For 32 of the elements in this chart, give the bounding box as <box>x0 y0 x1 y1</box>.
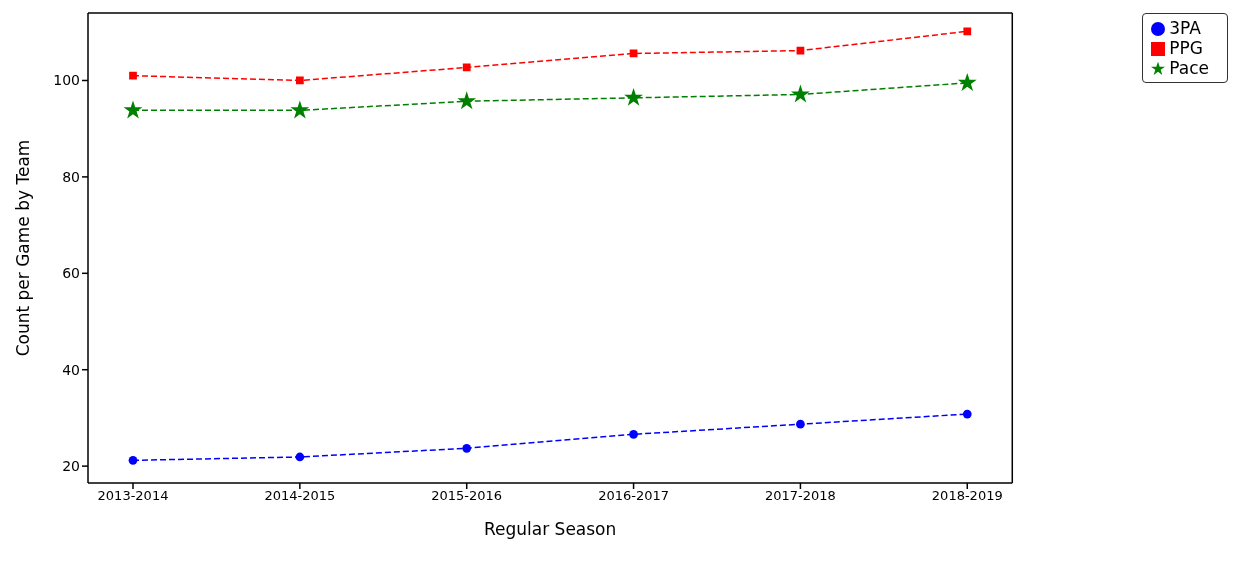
point <box>457 91 477 110</box>
point <box>129 71 137 80</box>
y-axis-title: Count per Game by Team <box>13 139 34 357</box>
legend-label: 3PA <box>1169 18 1201 38</box>
point <box>295 452 305 462</box>
point <box>624 87 643 106</box>
x-tick-label: 2015-2016 <box>431 488 503 504</box>
y-tick-label: 60 <box>62 265 80 282</box>
point <box>629 429 638 439</box>
point <box>962 409 972 419</box>
point <box>796 419 805 429</box>
x-tick-label: 2014-2015 <box>264 488 336 504</box>
point <box>290 100 310 119</box>
point <box>123 100 143 119</box>
x-axis-title: Regular Season <box>483 519 617 539</box>
y-tick-label: 80 <box>62 168 80 185</box>
x-tick-label: 2016-2017 <box>598 488 669 504</box>
point <box>295 76 304 85</box>
point <box>957 73 977 91</box>
point <box>128 455 138 465</box>
y-tick-label: 20 <box>62 458 80 475</box>
legend-label: PPG <box>1169 38 1203 58</box>
y-tick-label: 100 <box>53 72 80 89</box>
x-tick-label: 2013-2014 <box>97 488 169 504</box>
point <box>963 27 972 36</box>
x-tick-label: 2018-2019 <box>931 488 1003 504</box>
point <box>791 84 810 103</box>
y-tick-label: 40 <box>62 361 80 378</box>
point <box>462 443 472 453</box>
x-tick-label: 2017-2018 <box>765 488 836 504</box>
legend-label: Pace <box>1169 58 1209 78</box>
point <box>462 63 471 72</box>
